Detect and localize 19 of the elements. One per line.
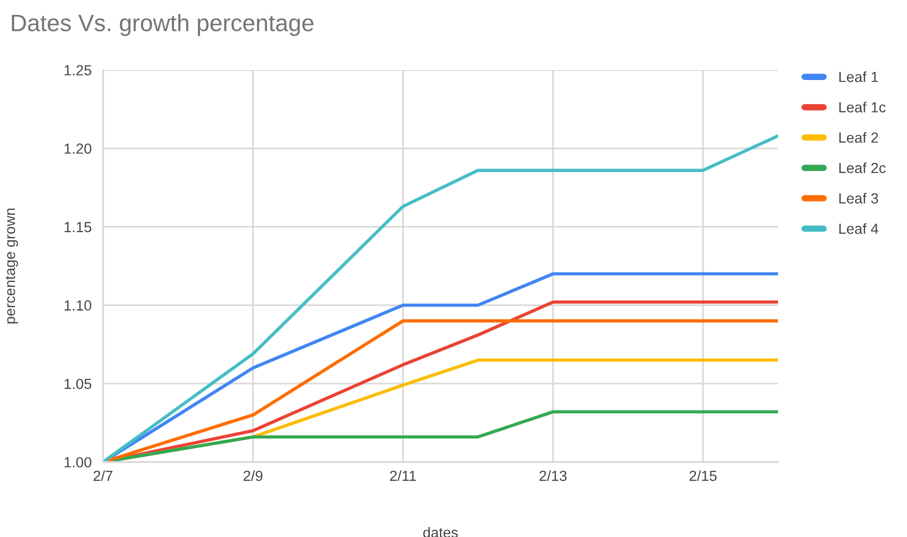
y-tick-label: 1.05	[64, 378, 92, 390]
y-tick-label: 1.25	[64, 65, 92, 76]
x-tick-label: 2/13	[540, 470, 567, 482]
y-tick-label: 1.20	[64, 144, 92, 154]
legend-label: Leaf 3	[839, 192, 878, 204]
x-tick-label: 2/7	[94, 470, 112, 482]
y-tick-label: 1.10	[64, 300, 92, 311]
x-tick-label: 2/9	[244, 470, 262, 482]
x-tick-label: 2/15	[690, 470, 717, 482]
legend-label: Leaf 2	[839, 132, 878, 143]
y-axis-title: percentage grown	[6, 208, 18, 324]
y-tick-label: 1.15	[64, 222, 92, 232]
legend-label: Leaf 1	[839, 71, 878, 82]
y-tick-label: 1.00	[64, 457, 92, 468]
chart-title: Dates Vs. growth percentage	[12, 14, 314, 36]
legend-label: Leaf 4	[839, 223, 878, 234]
legend-label: Leaf 2c	[839, 162, 886, 174]
x-tick-label: 2/11	[390, 470, 416, 482]
legend-label: Leaf 1c	[839, 102, 886, 112]
